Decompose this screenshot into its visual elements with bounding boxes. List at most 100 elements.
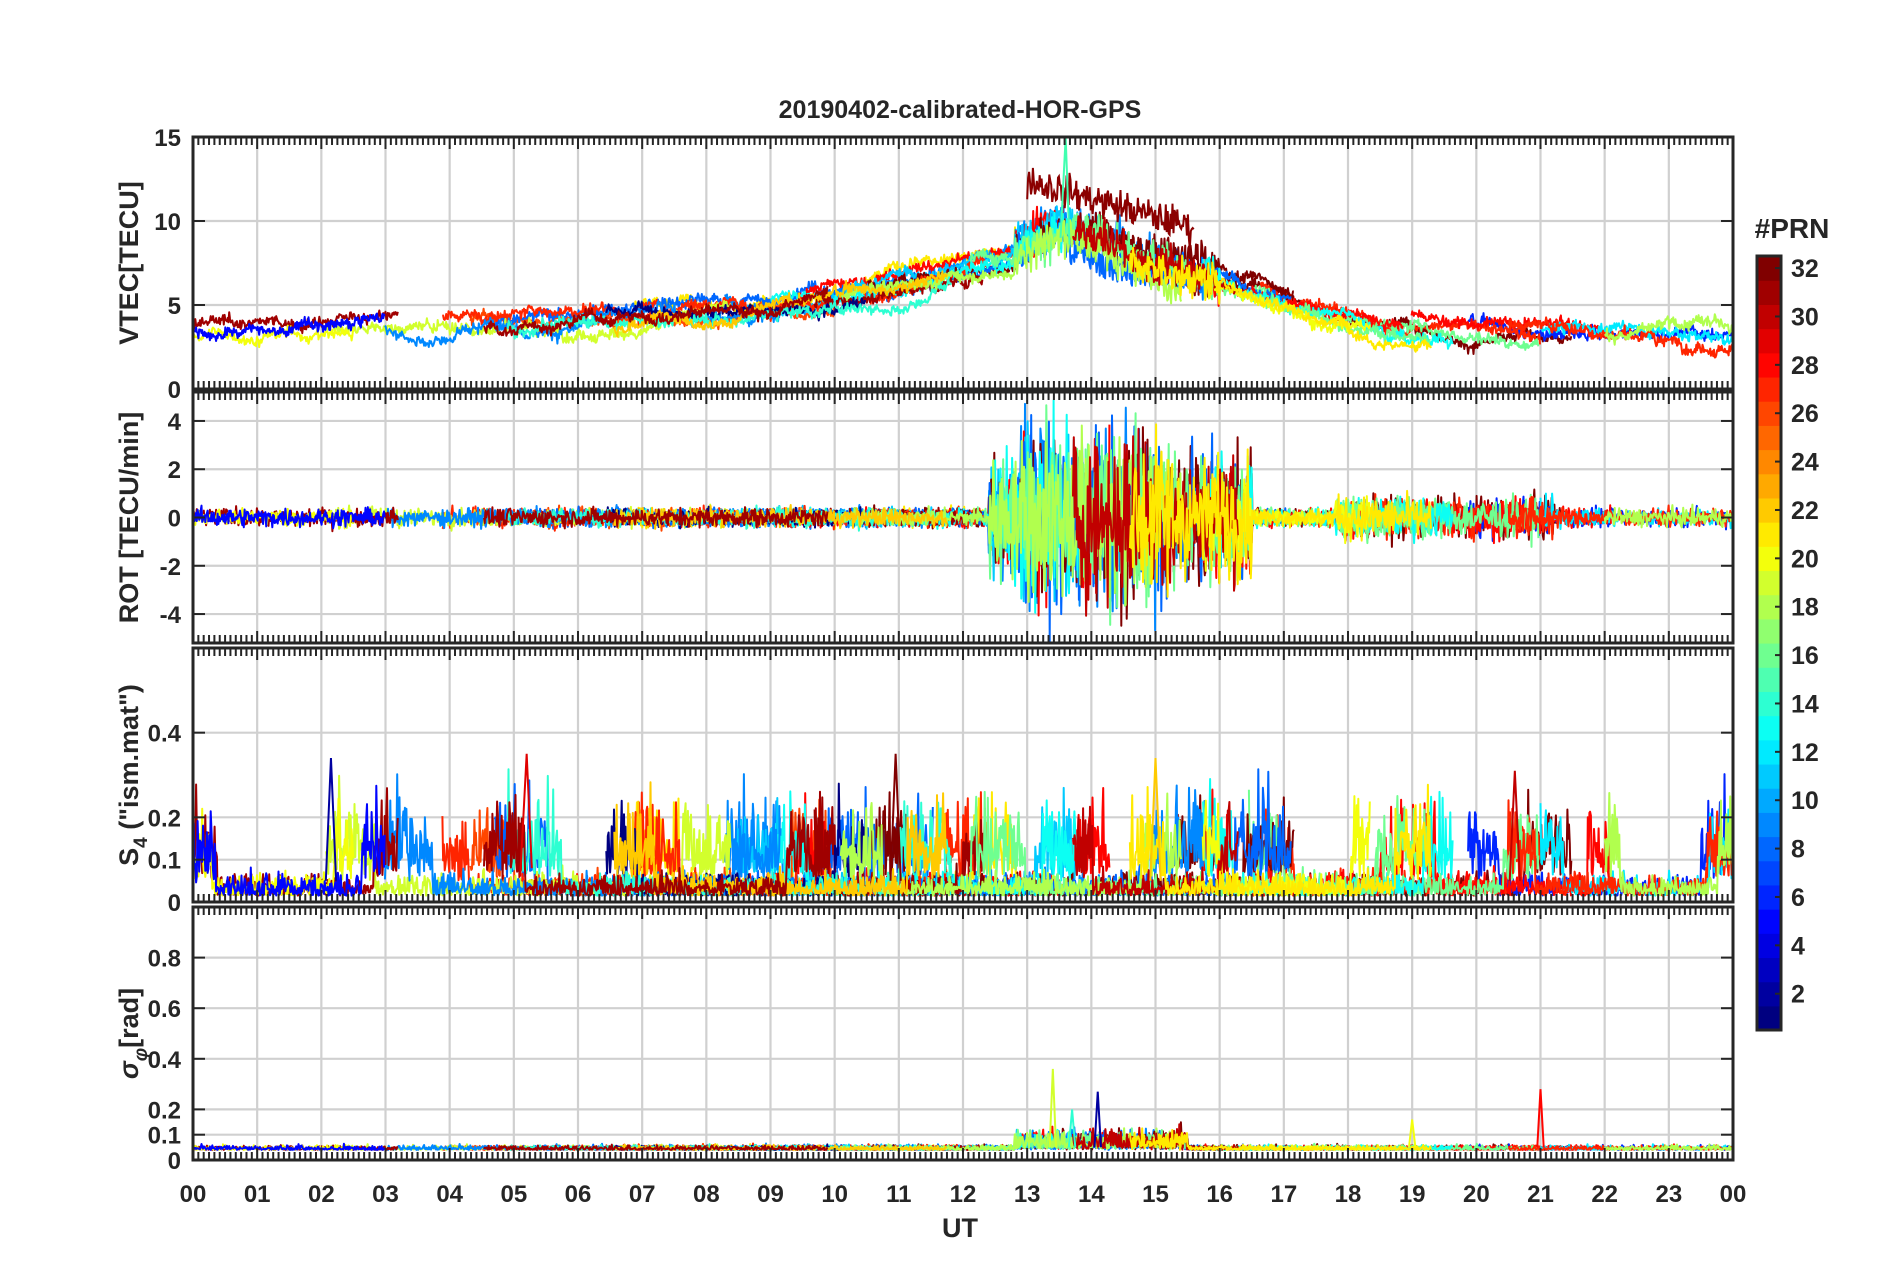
x-tick-label: 11	[886, 1181, 911, 1208]
x-tick-label: 03	[372, 1181, 399, 1208]
x-tick-label: 12	[950, 1181, 977, 1208]
colorbar-tick-label: 28	[1791, 352, 1819, 380]
series-line-prn-31	[483, 285, 829, 337]
series-s4-spike	[889, 753, 902, 881]
colorbar-tick-label: 18	[1791, 594, 1819, 622]
x-tick-label: 19	[1399, 1181, 1426, 1208]
y-tick-label: 15	[154, 125, 181, 152]
ylabel-rest: [rad]	[114, 988, 144, 1048]
series-group	[193, 1068, 1733, 1151]
colorbar-segment	[1757, 570, 1781, 596]
series-line-prn-5	[193, 1142, 386, 1151]
series-line-prn-5	[193, 504, 386, 530]
series-s4-spike	[1149, 758, 1162, 881]
colorbar-segment	[1757, 1005, 1781, 1031]
series-line-prn-28	[797, 205, 1111, 300]
x-tick-label: 14	[1078, 1181, 1105, 1208]
ylabel-main: σ	[114, 1060, 144, 1079]
x-tick-label: 07	[629, 1181, 656, 1208]
y-tick-label: 10	[154, 209, 181, 236]
x-tick-label: 18	[1335, 1181, 1362, 1208]
colorbar-tick-label: 22	[1791, 497, 1819, 525]
y-tick-label: 0	[168, 377, 181, 404]
y-axis-label-sigma_phi: σφ[rad]	[114, 988, 152, 1079]
colorbar-tick-label: 20	[1791, 545, 1819, 573]
ylabel-main: S	[114, 848, 144, 866]
panel-s4: 00.10.20.4S4 ("ism.mat")	[114, 646, 1735, 917]
y-tick-label: 4	[168, 409, 182, 436]
x-tick-label: 15	[1142, 1181, 1169, 1208]
colorbar-tick-label: 12	[1791, 739, 1819, 767]
series-line-prn-31	[483, 505, 829, 530]
series-line-prn-21	[1128, 246, 1432, 353]
ylabel-rest: ("ism.mat")	[114, 684, 144, 837]
x-tick-label: 22	[1591, 1181, 1618, 1208]
y-tick-label: 0	[168, 890, 181, 917]
x-tick-label: 17	[1270, 1181, 1297, 1208]
series-sigma-spike	[1067, 1109, 1077, 1148]
chart-title: 20190402-calibrated-HOR-GPS	[779, 96, 1142, 124]
colorbar-tick-label: 6	[1791, 884, 1805, 912]
panel-vtec: 0 5 10 15 VTEC[TECU]	[114, 125, 1735, 404]
colorbar-segment	[1757, 860, 1781, 886]
series-sigma-spike	[1048, 1068, 1058, 1148]
y-tick-label: -2	[160, 554, 181, 581]
y-axis-label-vtec: VTEC[TECU]	[114, 181, 144, 345]
y-tick-label: 0	[168, 1148, 181, 1175]
x-tick-label: 13	[1014, 1181, 1041, 1208]
x-tick-label: 23	[1655, 1181, 1682, 1208]
y-tick-label: 0.4	[148, 1047, 182, 1074]
panel-rot: -4 -2 0 2 4 ROT [TECU/min]	[114, 390, 1735, 645]
colorbar-tick-label: 30	[1791, 303, 1819, 331]
series-line-prn-5	[193, 312, 386, 342]
y-axis-label-rot: ROT [TECU/min]	[114, 412, 144, 623]
ylabel-sub: 4	[131, 837, 152, 848]
colorbar-segment	[1757, 425, 1781, 451]
series-line-prn-31	[813, 271, 984, 309]
x-tick-label: 05	[500, 1181, 527, 1208]
colorbar-tick-label: 2	[1791, 981, 1805, 1009]
series-line-prn-21	[1128, 423, 1432, 598]
x-tick-label: 00	[180, 1181, 207, 1208]
x-axis: 00 01 02 03 04 05 06 07 08 09 10 11 12 13 14 15 16 17 18 19…	[180, 1181, 1747, 1208]
series-s4-spike	[324, 758, 338, 881]
x-tick-label: 02	[308, 1181, 335, 1208]
series-sigma-spike	[1536, 1089, 1545, 1148]
x-tick-label: 20	[1463, 1181, 1490, 1208]
series-sigma-spike	[1093, 1091, 1102, 1148]
colorbar-frame	[1755, 254, 1783, 1032]
series-group	[193, 399, 1733, 643]
colorbar-segment	[1757, 328, 1781, 354]
ylabel-sub: φ	[131, 1048, 152, 1061]
x-tick-label: 08	[693, 1181, 720, 1208]
x-tick-label: 21	[1527, 1181, 1554, 1208]
series-s4-peak	[519, 753, 533, 877]
y-tick-label: 0.8	[148, 946, 181, 973]
series-line-prn-21	[1128, 783, 1432, 897]
series-spike-trace	[1059, 137, 1071, 245]
series-s4-spike	[1508, 770, 1521, 881]
x-tick-label: 01	[244, 1181, 271, 1208]
panel-sigma_phi: 00.10.2 0.4 0.6 0.8 σφ[rad]	[114, 905, 1735, 1175]
y-tick-label: 0.4	[148, 721, 182, 748]
y-tick-label: 2	[168, 457, 181, 484]
colorbar-tick-label: 10	[1791, 787, 1819, 815]
colorbar-tick-label: 16	[1791, 642, 1819, 670]
colorbar-tick-label: 26	[1791, 400, 1819, 428]
y-tick-label: 0.1	[148, 1123, 181, 1150]
colorbar-tick-label: 8	[1791, 836, 1805, 864]
y-tick-label: 0	[168, 506, 181, 533]
colorbar-tick-label: 32	[1791, 255, 1819, 283]
series-line-prn-5	[193, 784, 386, 897]
series-sigma-spike	[1407, 1119, 1417, 1148]
colorbar-segment	[1757, 618, 1781, 644]
colorbar-segment	[1757, 812, 1781, 838]
y-tick-label: 0.2	[148, 805, 181, 832]
colorbar-label: #PRN	[1755, 213, 1830, 244]
series-line-prn-21	[1128, 1127, 1432, 1151]
colorbar-tick-label: 24	[1791, 449, 1819, 477]
series-line-prn-18	[1603, 313, 1733, 346]
